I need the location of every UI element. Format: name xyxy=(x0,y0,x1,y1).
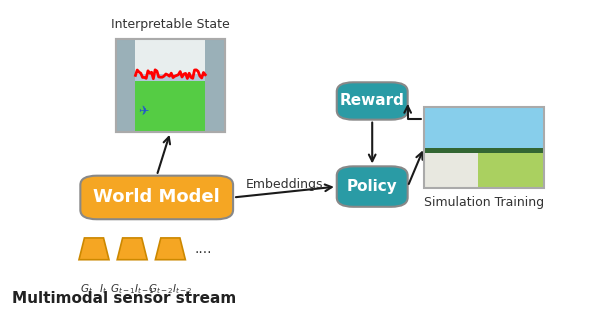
FancyBboxPatch shape xyxy=(424,148,544,153)
Text: $G_{t-2}$: $G_{t-2}$ xyxy=(148,282,173,296)
Polygon shape xyxy=(79,238,109,260)
FancyBboxPatch shape xyxy=(80,176,233,219)
Polygon shape xyxy=(155,238,185,260)
FancyBboxPatch shape xyxy=(116,81,225,132)
FancyBboxPatch shape xyxy=(424,152,478,188)
FancyBboxPatch shape xyxy=(424,148,544,188)
FancyBboxPatch shape xyxy=(116,39,136,132)
FancyBboxPatch shape xyxy=(136,39,205,74)
Text: Simulation Training: Simulation Training xyxy=(424,196,544,209)
FancyBboxPatch shape xyxy=(116,39,225,85)
Polygon shape xyxy=(117,238,147,260)
Text: $G_t$: $G_t$ xyxy=(80,282,94,296)
Text: Policy: Policy xyxy=(347,179,398,194)
FancyBboxPatch shape xyxy=(205,39,225,132)
Text: Reward: Reward xyxy=(340,94,404,108)
Text: $I_{t-1}$: $I_{t-1}$ xyxy=(134,282,155,296)
Text: World Model: World Model xyxy=(94,188,220,207)
Text: Multimodal sensor stream: Multimodal sensor stream xyxy=(12,291,236,306)
FancyBboxPatch shape xyxy=(337,166,407,207)
Text: ....: .... xyxy=(194,242,212,256)
FancyBboxPatch shape xyxy=(424,107,544,152)
Text: $I_t$: $I_t$ xyxy=(99,282,107,296)
Text: Embeddings: Embeddings xyxy=(246,178,323,191)
Text: $G_{t-1}$: $G_{t-1}$ xyxy=(110,282,136,296)
Text: ✈: ✈ xyxy=(138,105,148,118)
Text: $I_{t-2}$: $I_{t-2}$ xyxy=(172,282,193,296)
FancyBboxPatch shape xyxy=(337,82,407,120)
Text: Interpretable State: Interpretable State xyxy=(111,18,230,31)
FancyBboxPatch shape xyxy=(116,39,225,132)
